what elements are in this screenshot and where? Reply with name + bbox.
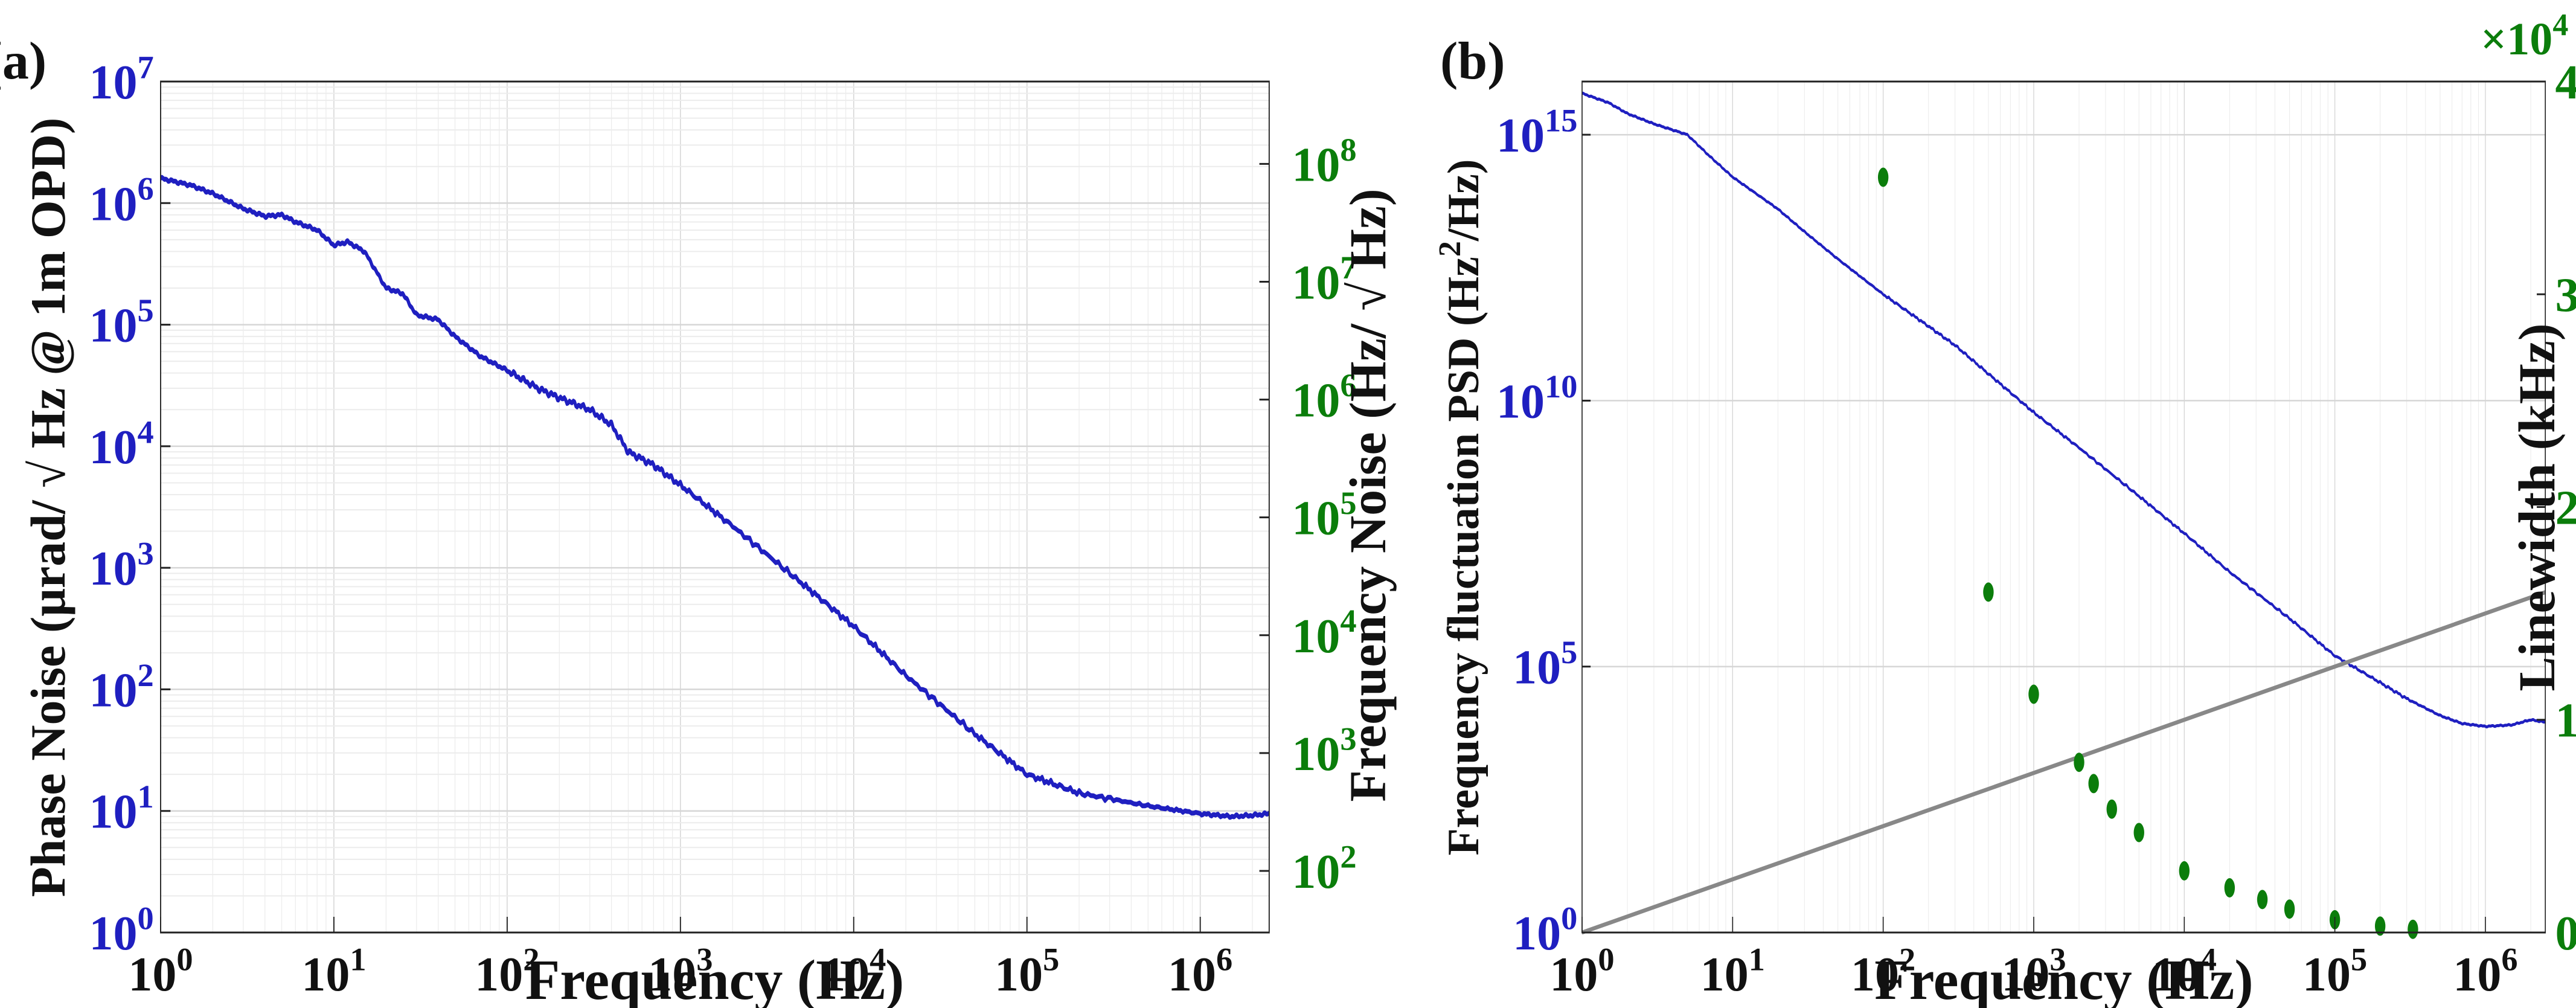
panel-b-y-right-axis-label: Linewidth (kHz): [2508, 323, 2566, 691]
y-tick-label: 105: [1513, 634, 1577, 695]
x-tick-label: 102: [475, 941, 539, 1001]
y-tick-label: 101: [89, 778, 154, 839]
panel-a-label: (a): [0, 32, 46, 91]
y-right-tick-label: 105: [1292, 485, 1356, 545]
x-tick-label: 104: [821, 941, 886, 1001]
linewidth-point: [2408, 919, 2418, 939]
y-right-tick-label: 1: [2555, 695, 2576, 748]
x-tick-label: 106: [1168, 941, 1232, 1001]
x-tick-label: 105: [2302, 941, 2367, 1001]
x-tick-label: 104: [2152, 941, 2217, 1001]
linewidth-point: [2224, 878, 2235, 898]
panel-b-grid: [1581, 82, 2546, 934]
y-right-tick-label: 104: [1292, 603, 1356, 663]
linewidth-point: [2028, 684, 2039, 704]
spectrum-line: [159, 175, 1270, 820]
panel-b-marks: [1581, 91, 2546, 939]
linewidth-point: [2133, 823, 2144, 843]
x-tick-label: 100: [128, 941, 193, 1001]
panel-b-x-axis-label: Frequency (Hz): [1874, 949, 2253, 1008]
x-tick-label: 106: [2453, 941, 2517, 1001]
x-tick-label: 101: [1700, 941, 1765, 1001]
panel-a-y-axis-label: Phase Noise (μrad/ √ Hz @ 1m OPD): [21, 118, 75, 897]
y-right-tick-label: 0: [2555, 907, 2576, 960]
x-tick-label: 105: [995, 941, 1059, 1001]
y-right-tick-label: 3: [2555, 269, 2576, 322]
linewidth-point: [2106, 799, 2117, 819]
y-tick-label: 1015: [1496, 102, 1577, 162]
panel-b: 100 101 102 103 104 105 106 100 105 1010 1015 0 1 2…: [1496, 56, 2576, 1001]
x-tick-label: 103: [2001, 941, 2066, 1001]
panel-a-x-ticks: 100 101 102 103 104 105 106: [128, 917, 1232, 1001]
y-tick-label: 100: [1513, 900, 1577, 960]
y-tick-label: 1010: [1496, 368, 1577, 429]
panel-a: 100 101 102 103 104 105 106 100 101 102 103 104 105…: [0, 32, 1397, 1008]
linewidth-point: [2088, 774, 2099, 794]
y-tick-label: 102: [89, 657, 154, 717]
linewidth-point: [2374, 916, 2386, 936]
reference-line: [1581, 590, 2546, 935]
panel-b-right-multiplier: ×104: [2481, 8, 2568, 65]
y-right-tick-label: 107: [1292, 249, 1356, 310]
x-tick-label: 102: [1851, 941, 1915, 1001]
panel-b-label: (b): [1440, 32, 1505, 91]
y-tick-label: 107: [89, 49, 154, 109]
y-right-tick-label: 4: [2555, 56, 2576, 109]
linewidth-point: [1877, 167, 1889, 187]
panel-b-y-ticks: 100 105 1010 1015: [1496, 102, 1591, 960]
panel-a-y-right-ticks: 102 103 104 105 106 107 108: [1259, 132, 1357, 899]
y-tick-label: 105: [89, 292, 154, 353]
spectrum-line: [1581, 91, 2546, 729]
linewidth-point: [2284, 899, 2295, 919]
y-right-tick-label: 103: [1292, 721, 1356, 781]
panel-a-x-axis-label: Frequency (Hz): [525, 949, 904, 1008]
panel-b-y-right-ticks: 0 1 2 3 4: [2537, 56, 2576, 960]
y-right-tick-label: 106: [1292, 367, 1356, 428]
linewidth-point: [2074, 753, 2084, 772]
panel-b-y-axis-label: Frequency fluctuation PSD (Hz2/Hz): [1433, 159, 1488, 855]
panel-a-y-ticks: 100 101 102 103 104 105 106 107: [89, 49, 171, 960]
panel-a-y-right-axis-label: Frequency Noise (Hz/ √ Hz): [1339, 188, 1397, 801]
y-right-tick-label: 108: [1292, 132, 1356, 192]
x-tick-label: 100: [1549, 941, 1614, 1001]
y-right-tick-label: 2: [2555, 482, 2576, 535]
y-right-tick-label: 102: [1292, 838, 1356, 899]
x-tick-label: 101: [301, 941, 366, 1001]
panel-a-marks: [159, 175, 1270, 820]
linewidth-point: [2257, 890, 2268, 910]
y-tick-label: 104: [89, 414, 154, 474]
y-tick-label: 106: [89, 171, 154, 231]
x-tick-label: 103: [648, 941, 713, 1001]
panel-b-x-ticks: 100 101 102 103 104 105 106: [1549, 917, 2518, 1001]
y-tick-label: 103: [89, 536, 154, 596]
panel-b-frame: [1581, 80, 2546, 934]
linewidth-point: [1983, 582, 1994, 602]
y-tick-label: 100: [89, 900, 154, 960]
linewidth-point: [2179, 861, 2190, 881]
panel-a-grid: [160, 82, 1269, 934]
panel-a-frame: [160, 80, 1270, 934]
